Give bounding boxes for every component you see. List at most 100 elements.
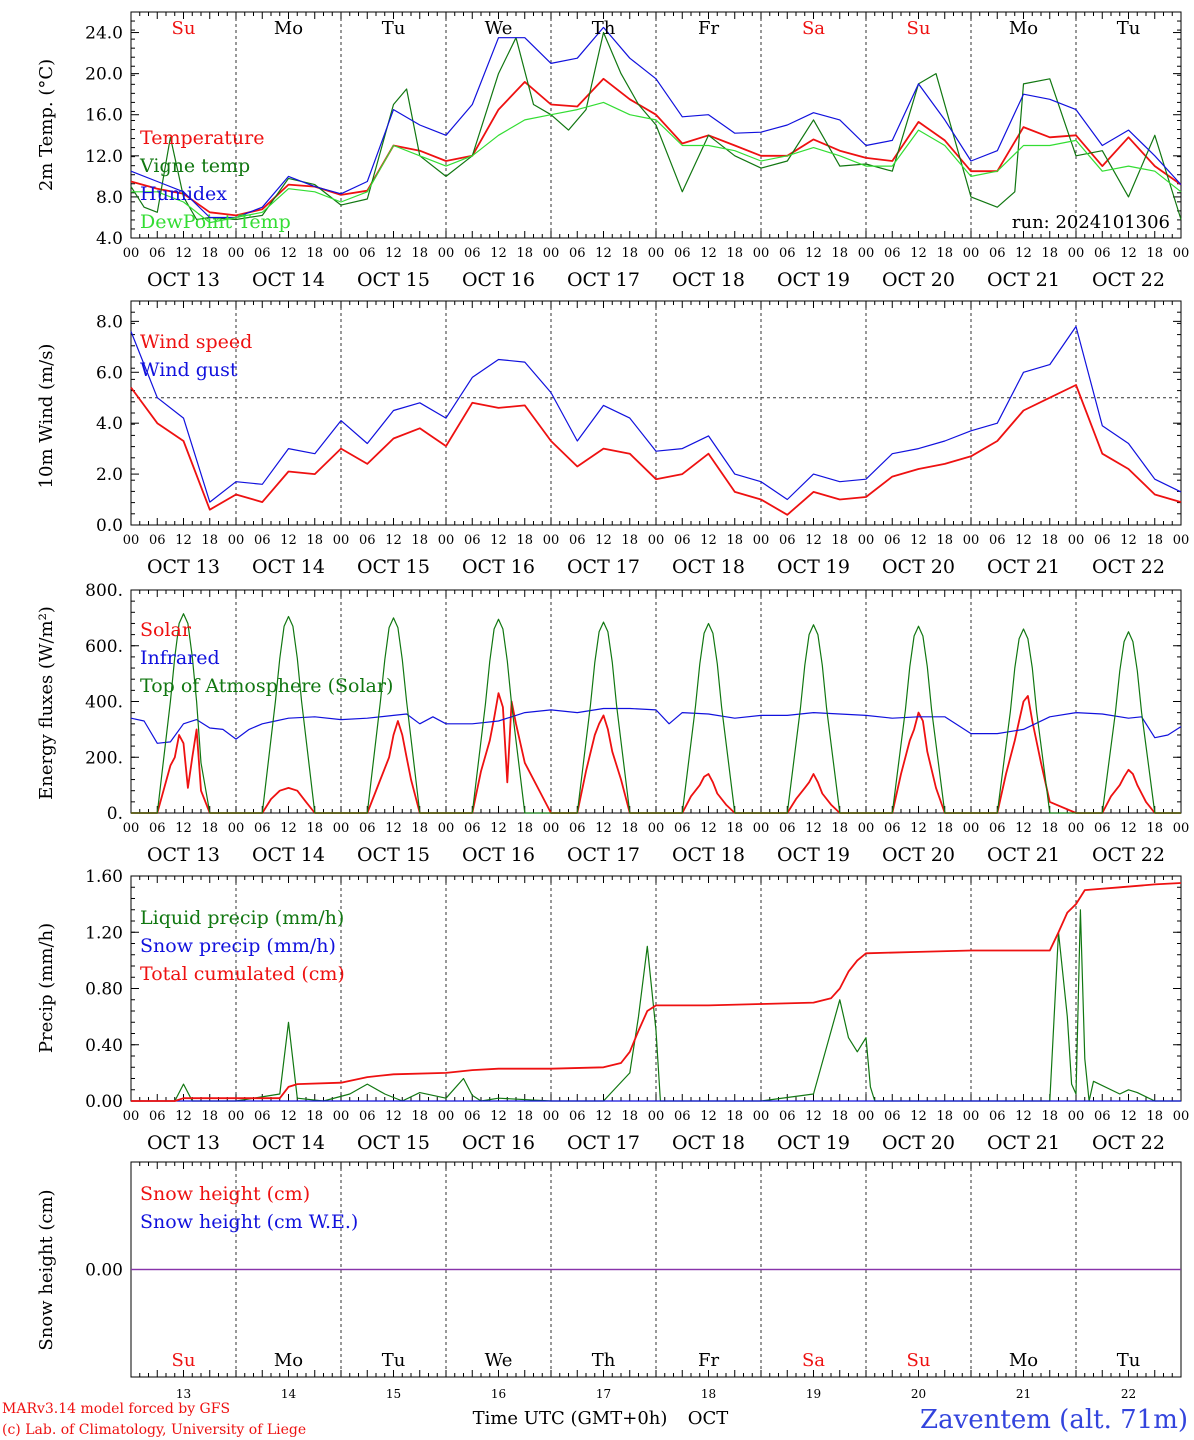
hour-label: 06 xyxy=(254,533,271,548)
hour-label: 00 xyxy=(123,1109,140,1124)
y-tick-label: 12.0 xyxy=(85,147,123,167)
y-tick-label: 4.0 xyxy=(96,229,123,249)
y-axis-title: Energy fluxes (W/m²) xyxy=(36,606,57,800)
hour-label: 18 xyxy=(516,533,533,548)
day-number: 20 xyxy=(911,1387,926,1401)
hour-label: 06 xyxy=(149,533,166,548)
date-label: OCT 17 xyxy=(567,1132,640,1154)
legend-label: Solar xyxy=(140,619,192,641)
date-label: OCT 14 xyxy=(252,556,325,578)
legend-label: Wind gust xyxy=(140,359,238,381)
day-number: 21 xyxy=(1016,1387,1031,1401)
hour-label: 00 xyxy=(228,1109,245,1124)
hour-label: 06 xyxy=(1094,246,1111,261)
weekday-label: Sa xyxy=(802,18,825,39)
hour-label: 18 xyxy=(1146,533,1163,548)
hour-label: 00 xyxy=(228,821,245,836)
hour-label: 06 xyxy=(464,821,481,836)
hour-label: 18 xyxy=(621,821,638,836)
hour-label: 06 xyxy=(359,821,376,836)
date-label: OCT 14 xyxy=(252,269,325,291)
legend-label: Snow height (cm) xyxy=(140,1183,310,1205)
weekday-label: Su xyxy=(907,1350,931,1371)
hour-label: 12 xyxy=(175,246,192,261)
day-number: 13 xyxy=(176,1387,191,1401)
hour-label: 12 xyxy=(280,821,297,836)
y-tick-label: 8.0 xyxy=(96,188,123,208)
hour-label: 00 xyxy=(858,533,875,548)
date-label: OCT 21 xyxy=(987,556,1060,578)
weekday-label: Fr xyxy=(698,1350,719,1371)
y-tick-label: 0.00 xyxy=(85,1092,123,1112)
hour-label: 06 xyxy=(464,533,481,548)
date-label: OCT 13 xyxy=(147,844,220,866)
hour-label: 18 xyxy=(726,246,743,261)
series-line xyxy=(130,707,1182,744)
date-label: OCT 22 xyxy=(1092,556,1165,578)
hour-label: 00 xyxy=(753,1109,770,1124)
hour-label: 18 xyxy=(1146,246,1163,261)
day-number: 14 xyxy=(281,1387,297,1401)
hour-label: 06 xyxy=(464,1109,481,1124)
date-label: OCT 21 xyxy=(987,844,1060,866)
hour-label: 18 xyxy=(621,1109,638,1124)
date-label: OCT 13 xyxy=(147,269,220,291)
hour-label: 00 xyxy=(858,821,875,836)
hour-label: 12 xyxy=(595,821,612,836)
date-label: OCT 22 xyxy=(1092,844,1165,866)
hour-label: 18 xyxy=(306,533,323,548)
weekday-label: Su xyxy=(172,18,196,39)
hour-label: 06 xyxy=(989,533,1006,548)
date-label: OCT 20 xyxy=(882,844,955,866)
hour-label: 00 xyxy=(228,533,245,548)
weekday-label: Th xyxy=(592,18,616,39)
hour-label: 00 xyxy=(648,246,665,261)
date-label: OCT 18 xyxy=(672,556,745,578)
date-label: OCT 19 xyxy=(777,269,850,291)
hour-label: 00 xyxy=(648,821,665,836)
hour-label: 12 xyxy=(805,533,822,548)
date-label: OCT 16 xyxy=(462,1132,535,1154)
run-annotation: run: 2024101306 xyxy=(1012,212,1170,233)
legend-label: Infrared xyxy=(140,647,220,669)
hour-label: 12 xyxy=(595,533,612,548)
hour-label: 00 xyxy=(963,1109,980,1124)
hour-label: 18 xyxy=(306,821,323,836)
hour-label: 18 xyxy=(936,246,953,261)
series-line xyxy=(131,613,1181,814)
hour-label: 12 xyxy=(175,1109,192,1124)
hour-label: 00 xyxy=(1173,821,1190,836)
hour-label: 12 xyxy=(490,533,507,548)
hour-label: 18 xyxy=(306,1109,323,1124)
hour-label: 06 xyxy=(779,821,796,836)
date-label: OCT 21 xyxy=(987,1132,1060,1154)
date-label: OCT 22 xyxy=(1092,1132,1165,1154)
date-label: OCT 13 xyxy=(147,1132,220,1154)
hour-label: 06 xyxy=(674,821,691,836)
hour-label: 06 xyxy=(779,1109,796,1124)
weekday-label: Tu xyxy=(1117,18,1141,39)
hour-label: 18 xyxy=(621,246,638,261)
hour-label: 18 xyxy=(1041,1109,1058,1124)
hour-label: 12 xyxy=(805,821,822,836)
hour-label: 06 xyxy=(359,246,376,261)
hour-label: 06 xyxy=(779,533,796,548)
hour-label: 06 xyxy=(989,246,1006,261)
date-label: OCT 21 xyxy=(987,269,1060,291)
hour-label: 06 xyxy=(674,246,691,261)
date-label: OCT 20 xyxy=(882,269,955,291)
y-tick-label: 2.0 xyxy=(96,465,123,485)
date-label: OCT 14 xyxy=(252,1132,325,1154)
hour-label: 18 xyxy=(411,246,428,261)
hour-label: 12 xyxy=(490,246,507,261)
day-number: 22 xyxy=(1121,1387,1136,1401)
hour-label: 18 xyxy=(411,533,428,548)
date-label: OCT 16 xyxy=(462,556,535,578)
weekday-label: Su xyxy=(172,1350,196,1371)
hour-label: 00 xyxy=(858,246,875,261)
hour-label: 12 xyxy=(385,533,402,548)
date-label: OCT 13 xyxy=(147,556,220,578)
hour-label: 06 xyxy=(569,1109,586,1124)
hour-label: 12 xyxy=(805,1109,822,1124)
hour-label: 00 xyxy=(438,533,455,548)
